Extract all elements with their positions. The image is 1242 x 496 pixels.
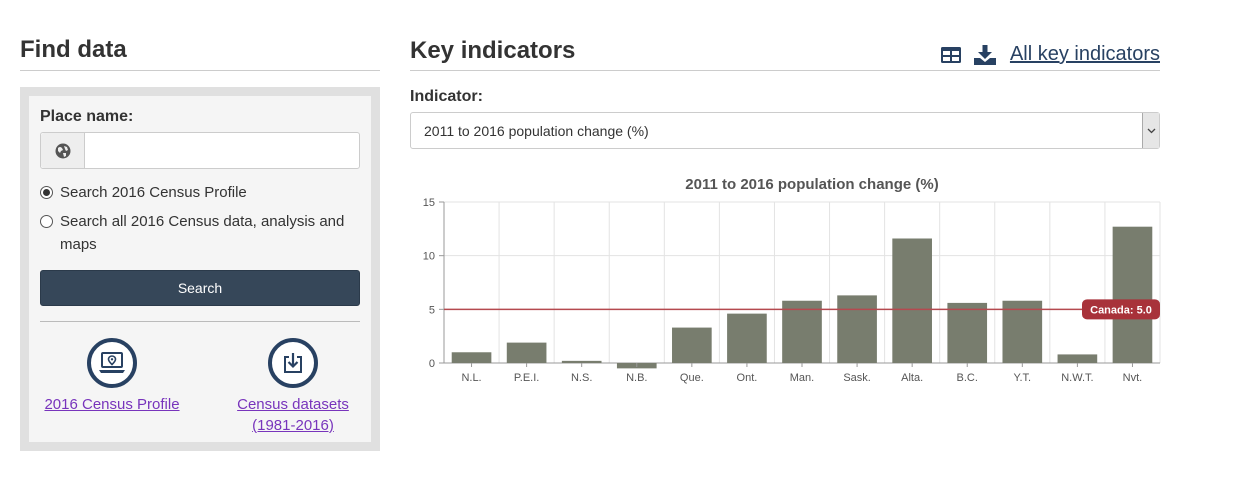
place-name-input[interactable] — [85, 133, 359, 168]
x-tick-label: Man. — [790, 372, 814, 384]
key-indicators-panel: Key indicators All key indicators — [410, 36, 1160, 149]
table-icon[interactable] — [940, 44, 962, 66]
key-indicators-title: Key indicators — [410, 37, 576, 64]
radio-census-profile[interactable] — [40, 186, 53, 199]
bar-nwt — [1057, 354, 1098, 363]
bar-ont — [727, 313, 767, 363]
all-key-indicators-link[interactable]: All key indicators — [1009, 43, 1160, 65]
x-tick-label: Que. — [680, 372, 704, 384]
search-button[interactable]: Search — [40, 270, 360, 306]
bar-nvt — [1112, 226, 1153, 363]
form-divider — [40, 321, 360, 322]
key-indicators-header: Key indicators All key indicators — [410, 36, 1160, 71]
census-profile-link-group[interactable]: 2016 Census Profile — [40, 338, 184, 436]
laptop-map-icon[interactable] — [87, 338, 137, 388]
globe-icon — [41, 133, 85, 168]
bar-nl — [451, 352, 492, 363]
bar-ns — [561, 360, 602, 363]
canada-reference-label: Canada: 5.0 — [1090, 304, 1152, 316]
key-indicators-tools: All key indicators — [940, 43, 1160, 66]
census-links: 2016 Census Profile Census datasets (198… — [40, 338, 360, 436]
bar-yt — [1002, 300, 1043, 363]
y-tick-label: 5 — [429, 304, 435, 316]
chevron-down-icon[interactable] — [1142, 113, 1159, 148]
find-data-panel: Find data Place name: Search 2016 Census… — [20, 36, 380, 451]
indicator-select[interactable]: 2011 to 2016 population change (%) — [410, 112, 1160, 149]
x-tick-label: Sask. — [843, 372, 871, 384]
bar-bc — [947, 302, 988, 363]
x-tick-label: Nvt. — [1123, 372, 1143, 384]
find-data-well: Place name: Search 2016 Census Profile — [20, 87, 380, 451]
bar-sask — [837, 295, 877, 363]
x-tick-label: N.L. — [461, 372, 481, 384]
census-datasets-link-line2[interactable]: (1981-2016) — [252, 417, 334, 434]
census-profile-link[interactable]: 2016 Census Profile — [44, 396, 180, 413]
x-tick-label: Alta. — [901, 372, 923, 384]
find-data-form: Place name: Search 2016 Census Profile — [29, 96, 371, 442]
bar-man — [782, 300, 822, 363]
radio-all-data[interactable] — [40, 215, 53, 228]
x-tick-label: N.S. — [571, 372, 592, 384]
chart-title: 2011 to 2016 population change (%) — [685, 176, 938, 193]
y-tick-label: 10 — [423, 251, 435, 263]
chart-svg: 2011 to 2016 population change (%) 0 5 10 15… — [423, 176, 1161, 384]
x-tick-label: N.B. — [626, 372, 647, 384]
census-datasets-link-group[interactable]: Census datasets (1981-2016) — [226, 338, 360, 436]
y-tick-label: 0 — [429, 358, 435, 370]
download-box-icon[interactable] — [268, 338, 318, 388]
x-tick-label: N.W.T. — [1061, 372, 1093, 384]
x-tick-label: Y.T. — [1014, 372, 1032, 384]
indicator-select-value: 2011 to 2016 population change (%) — [424, 122, 649, 139]
population-change-chart: 2011 to 2016 population change (%) 0 5 10 15… — [410, 168, 1170, 398]
bar-alta — [892, 238, 932, 363]
census-datasets-link-line1[interactable]: Census datasets — [237, 396, 349, 413]
x-tick-label: Ont. — [737, 372, 758, 384]
bar-pei — [506, 342, 547, 363]
x-tick-label: B.C. — [957, 372, 978, 384]
download-icon[interactable] — [973, 44, 996, 66]
y-tick-label: 15 — [423, 197, 435, 209]
bar-que — [672, 327, 712, 363]
radio-census-profile-label: Search 2016 Census Profile — [60, 184, 247, 201]
place-name-label: Place name: — [40, 108, 134, 125]
indicator-label: Indicator: — [410, 88, 483, 105]
radio-all-data-label: Search all 2016 Census data, analysis an… — [60, 213, 345, 253]
radio-all-data-row[interactable]: Search all 2016 Census data, analysis an… — [40, 210, 360, 256]
find-data-title: Find data — [20, 36, 380, 71]
place-name-input-group — [40, 132, 360, 169]
canada-reference-badge — [1082, 299, 1160, 320]
radio-census-profile-row[interactable]: Search 2016 Census Profile — [40, 181, 360, 204]
x-tick-label: P.E.I. — [514, 372, 539, 384]
